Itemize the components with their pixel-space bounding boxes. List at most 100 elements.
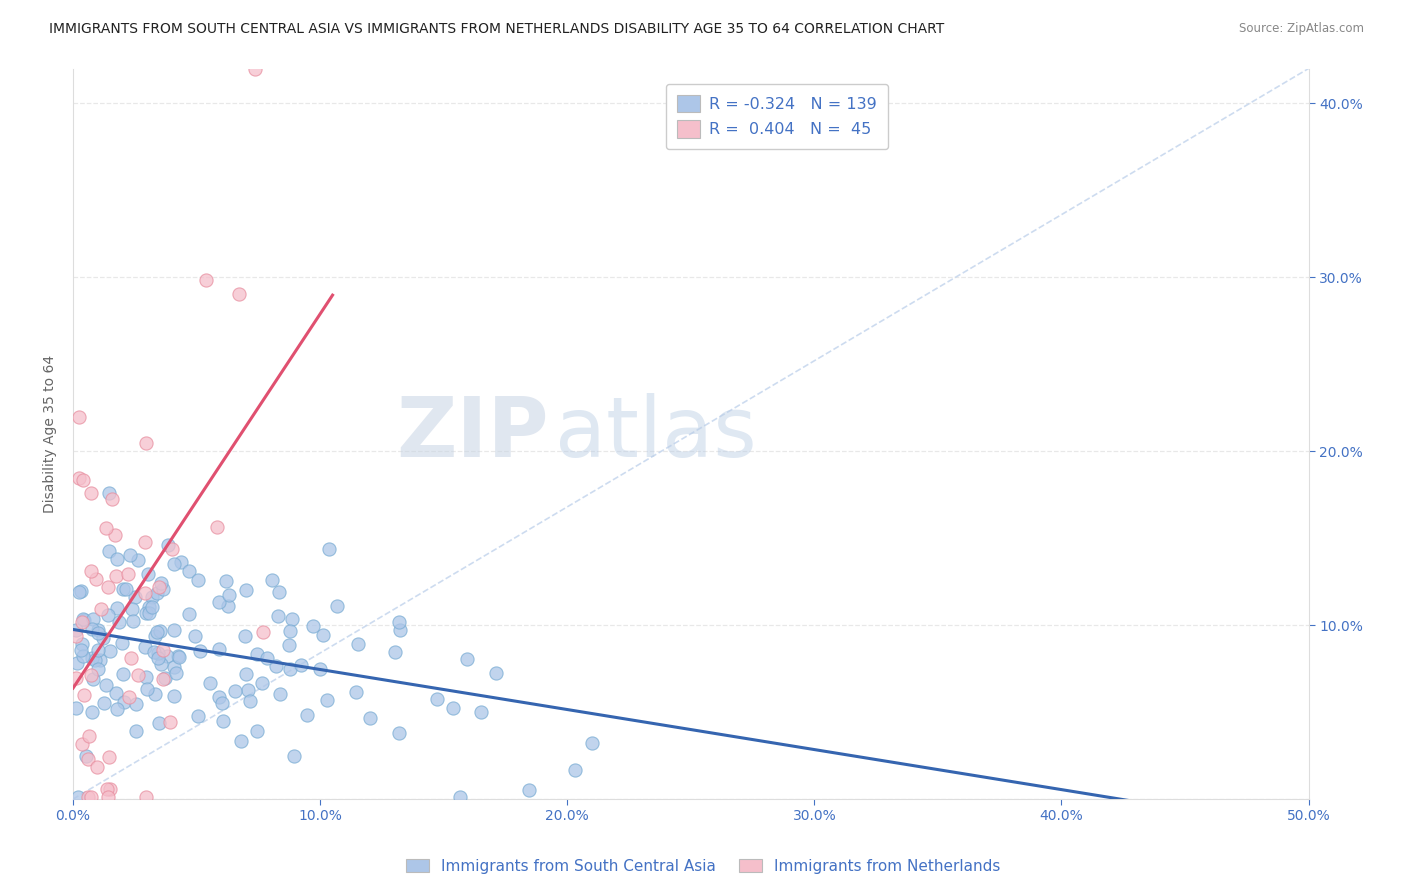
- Point: [278, 662, 301, 676]
- Point: [246, 647, 269, 661]
- Point: [388, 623, 411, 637]
- Point: [179, 607, 201, 621]
- Point: [72, 637, 94, 651]
- Point: [67, 470, 90, 484]
- Point: [281, 612, 304, 626]
- Point: [485, 666, 508, 681]
- Point: [121, 602, 143, 616]
- Point: [80, 705, 103, 719]
- Point: [97, 544, 120, 558]
- Point: [105, 551, 128, 566]
- Point: [125, 724, 148, 739]
- Point: [82, 673, 104, 687]
- Point: [91, 631, 114, 645]
- Point: [66, 790, 89, 805]
- Point: [283, 749, 305, 764]
- Point: [149, 624, 172, 639]
- Point: [146, 650, 169, 665]
- Point: [79, 486, 101, 500]
- Point: [315, 693, 337, 707]
- Point: [84, 572, 107, 586]
- Point: [388, 725, 411, 739]
- Point: [187, 573, 209, 587]
- Point: [115, 582, 138, 596]
- Point: [152, 672, 174, 686]
- Point: [105, 702, 128, 716]
- Point: [138, 606, 160, 620]
- Point: [228, 286, 250, 301]
- Point: [153, 671, 176, 685]
- Point: [143, 629, 166, 643]
- Point: [83, 653, 105, 667]
- Point: [159, 714, 181, 729]
- Point: [87, 625, 110, 640]
- Point: [163, 660, 186, 674]
- Point: [517, 783, 540, 797]
- Point: [156, 538, 179, 552]
- Point: [72, 737, 94, 751]
- Point: [94, 678, 117, 692]
- Point: [105, 568, 128, 582]
- Point: [156, 649, 179, 664]
- Point: [82, 612, 104, 626]
- Point: [152, 582, 174, 597]
- Point: [112, 667, 135, 681]
- Point: [124, 590, 146, 604]
- Point: [208, 690, 231, 705]
- Point: [264, 659, 287, 673]
- Point: [111, 636, 134, 650]
- Point: [100, 781, 122, 796]
- Point: [218, 588, 240, 602]
- Point: [118, 690, 141, 704]
- Point: [236, 683, 259, 698]
- Point: [163, 623, 186, 637]
- Point: [167, 650, 190, 665]
- Point: [326, 599, 349, 613]
- Point: [359, 711, 381, 725]
- Point: [278, 638, 301, 652]
- Point: [581, 736, 603, 750]
- Point: [97, 486, 120, 500]
- Point: [76, 751, 98, 765]
- Point: [87, 662, 110, 676]
- Point: [224, 684, 246, 698]
- Point: [141, 590, 163, 604]
- Point: [97, 580, 120, 594]
- Point: [267, 584, 290, 599]
- Point: [564, 763, 586, 777]
- Point: [148, 716, 170, 731]
- Point: [233, 629, 256, 643]
- Point: [243, 62, 266, 76]
- Point: [134, 640, 156, 654]
- Point: [211, 697, 233, 711]
- Point: [290, 657, 312, 672]
- Point: [235, 582, 257, 597]
- Point: [138, 599, 160, 614]
- Point: [449, 790, 471, 805]
- Point: [65, 623, 87, 637]
- Point: [170, 555, 193, 569]
- Point: [260, 574, 283, 588]
- Point: [65, 671, 87, 685]
- Point: [229, 734, 252, 748]
- Point: [301, 619, 323, 633]
- Point: [112, 582, 135, 597]
- Point: [184, 629, 207, 643]
- Point: [456, 652, 478, 666]
- Point: [443, 701, 465, 715]
- Point: [86, 623, 108, 637]
- Point: [82, 622, 104, 636]
- Text: atlas: atlas: [555, 393, 756, 475]
- Point: [73, 613, 96, 627]
- Point: [67, 585, 90, 599]
- Point: [80, 790, 103, 805]
- Point: [152, 643, 174, 657]
- Point: [98, 643, 121, 657]
- Point: [269, 687, 291, 701]
- Point: [195, 273, 218, 287]
- Text: IMMIGRANTS FROM SOUTH CENTRAL ASIA VS IMMIGRANTS FROM NETHERLANDS DISABILITY AGE: IMMIGRANTS FROM SOUTH CENTRAL ASIA VS IM…: [49, 22, 945, 37]
- Point: [212, 714, 235, 728]
- Point: [82, 651, 104, 665]
- Point: [312, 627, 335, 641]
- Point: [388, 615, 411, 630]
